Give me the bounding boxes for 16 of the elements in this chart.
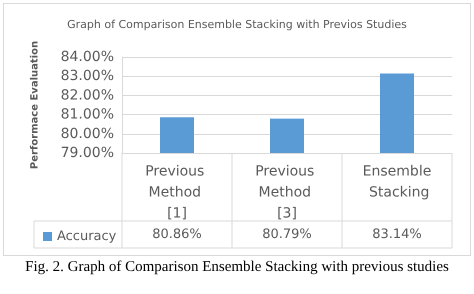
y-tick-label: 79.00% xyxy=(60,145,114,161)
y-tick-label: 82.00% xyxy=(60,87,114,104)
caption: Fig. 2. Graph of Comparison Ensemble Stacking with previous studies xyxy=(24,259,450,276)
chart-title: Graph of Comparison Ensemble Stacking with Previos Studies xyxy=(67,18,408,31)
x-tick-label: Previous Method [1] xyxy=(145,164,209,222)
y-tick-label: 84.00% xyxy=(60,49,114,65)
text: 80.79% xyxy=(262,227,312,242)
text: 83.14% xyxy=(372,227,422,242)
legend-label: Accuracy xyxy=(57,229,117,244)
y-tick-label: 83.00% xyxy=(60,68,114,84)
y-axis-title: Performace Evaluation xyxy=(30,40,40,170)
text: 80.86% xyxy=(152,227,202,242)
x-tick-label: Ensemble Stacking xyxy=(362,164,432,200)
x-tick-label: Previous Method [3] xyxy=(255,164,319,222)
y-tick-label: 80.00% xyxy=(60,126,114,142)
y-tick-label: 81.00% xyxy=(60,106,114,123)
